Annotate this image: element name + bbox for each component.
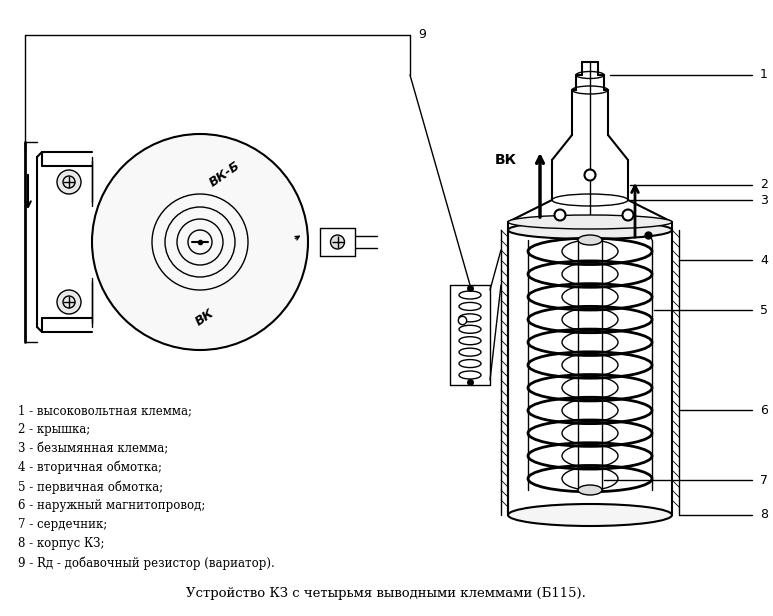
Circle shape	[331, 235, 345, 249]
Ellipse shape	[578, 485, 602, 495]
Text: 2: 2	[760, 179, 768, 192]
Text: 5: 5	[760, 304, 768, 317]
Text: 4 - вторичная обмотка;: 4 - вторичная обмотка;	[18, 461, 162, 474]
Circle shape	[57, 170, 81, 194]
Ellipse shape	[508, 504, 672, 526]
Text: 3: 3	[760, 193, 768, 206]
Text: ВК-Б: ВК-Б	[207, 159, 243, 189]
Text: 6: 6	[760, 403, 768, 416]
Circle shape	[584, 169, 595, 180]
Text: 8 - корпус КЗ;: 8 - корпус КЗ;	[18, 537, 104, 550]
Text: ВК: ВК	[495, 153, 517, 167]
Circle shape	[554, 209, 566, 221]
Ellipse shape	[578, 235, 602, 245]
Text: Устройство КЗ с четырьмя выводными клеммами (Б115).: Устройство КЗ с четырьмя выводными клемм…	[186, 587, 586, 600]
Text: 8: 8	[760, 508, 768, 522]
Text: 3 - безымянная клемма;: 3 - безымянная клемма;	[18, 442, 169, 455]
Text: 7 - сердечник;: 7 - сердечник;	[18, 518, 107, 531]
Text: 5 - первичная обмотка;: 5 - первичная обмотка;	[18, 480, 163, 493]
Circle shape	[622, 209, 634, 221]
Text: 4: 4	[760, 254, 768, 267]
Text: 9: 9	[418, 28, 426, 41]
Ellipse shape	[508, 215, 672, 229]
Text: ВК: ВК	[193, 306, 216, 328]
Text: 2 - крышка;: 2 - крышка;	[18, 423, 90, 436]
Text: 6 - наружный магнитопровод;: 6 - наружный магнитопровод;	[18, 499, 206, 512]
Text: 7: 7	[760, 474, 768, 487]
Text: 1: 1	[760, 68, 768, 81]
Text: 9 - Rд - добавочный резистор (вариатор).: 9 - Rд - добавочный резистор (вариатор).	[18, 556, 274, 570]
Circle shape	[92, 134, 308, 350]
Text: 1 - высоковольтная клемма;: 1 - высоковольтная клемма;	[18, 404, 192, 417]
Circle shape	[57, 290, 81, 314]
Ellipse shape	[508, 221, 672, 239]
